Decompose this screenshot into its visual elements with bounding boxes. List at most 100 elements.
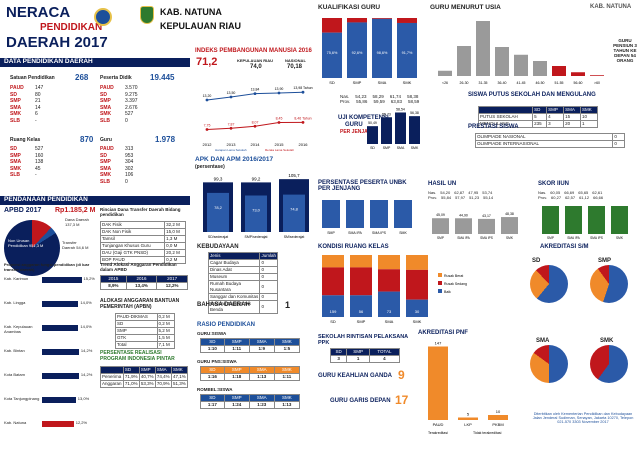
category-tick: SMK: [403, 80, 412, 85]
kebudayaan-table: Jenis Jumlah Cagar Budaya 0 Dinas Adat 0 Museu…: [207, 252, 278, 314]
ukg-title2: GURU: [345, 122, 363, 128]
item-value: 14: [35, 104, 41, 111]
table-cell: Dinas Adat: [207, 266, 261, 274]
table-cell: OLIMPIADE NASIONAL: [474, 133, 614, 141]
table-cell: 0: [612, 133, 625, 141]
item-value: 2.676: [125, 104, 138, 111]
table-cell: 5: [532, 113, 548, 121]
value-cell: 1:18: [223, 373, 250, 381]
putus-title: SISWA PUTUS SEKOLAH DAN MENGULANG: [468, 92, 596, 98]
category-tick: SMK: [506, 236, 514, 240]
category-tick: SD: [370, 146, 375, 150]
item-label: SMA: [10, 104, 22, 111]
apk-label: 99,2: [252, 176, 261, 181]
table-row: OLIMPIADE NASIONAL 0: [474, 133, 625, 141]
age-tick: 41-45: [517, 81, 526, 85]
item-label: SMA: [100, 165, 112, 172]
table-cell: SD: [115, 320, 158, 328]
item-value: 21: [35, 98, 41, 104]
pnf-chart: 147 PAUD 5 LKP 10 PKBM Terakreditasi Tidak tera…: [428, 341, 508, 435]
table-cell: 47,1%: [170, 373, 189, 381]
berat-bar: [406, 255, 428, 270]
proporsi-bar: [42, 277, 82, 283]
apm-label: 73,0: [252, 208, 261, 213]
pnf-label: 10: [496, 409, 501, 414]
satuan-label: Satuan Pendidikan: [10, 75, 55, 81]
kualifikasi-title: KUALIFIKASI GURU: [318, 4, 381, 11]
ipm-prov-label: KEPULAUAN RIAU: [237, 58, 273, 63]
ukg-table: Nas. 54,23 58,29 61,74 58,38 Prov. 55,86 59,59 6…: [340, 94, 419, 104]
pns-label: GURU PNS:SISWA: [197, 359, 237, 364]
legend-label: Rusak Sedang: [444, 282, 467, 286]
list-item: SMA 14: [10, 105, 65, 112]
satuan-total: 268: [75, 73, 89, 82]
category-tick: SMA: [385, 319, 394, 324]
table-cell: 40,7%: [138, 373, 156, 381]
hasilun-table: Nas. 54,20 62,87 47,95 53,74 Prov. 55,84 57,97 5…: [428, 190, 493, 200]
tren-table: 2015 2016 2017 8,9% 13,4% 12,2%: [100, 275, 188, 290]
pie-sma-label: SMA: [536, 338, 550, 344]
header-cell: SMK: [273, 338, 301, 346]
ukg-row: Nas. 54,23 58,29 61,74 58,38: [340, 94, 419, 99]
title-neraca: NERACA: [6, 4, 71, 21]
age-tick: <26: [442, 81, 448, 85]
table-row: Penerima 71,9% 40,7% 74,4% 47,1%: [100, 373, 189, 381]
list-item: SMA 302: [100, 166, 155, 173]
ukg-title1: UJI KOMPETENSI: [338, 115, 389, 121]
table-cell: Penerima: [100, 373, 124, 381]
s1-label: 92,6%: [352, 51, 363, 55]
value-cell: 8,9%: [100, 282, 127, 290]
unbk-chart: SMP SMA IPA SMA IPS SMK: [322, 200, 412, 235]
ruang-list: SD 527 SMP 160 SMA 138 SMK 45 SLB -: [10, 146, 65, 179]
pie-sma: [530, 345, 568, 383]
pnf-label: 147: [435, 341, 442, 346]
value-cell: 3: [329, 355, 348, 363]
unbk-bar: [346, 200, 364, 228]
year-tick: 2014: [251, 142, 261, 147]
item-value: 6: [35, 111, 38, 117]
header-cell: 2015: [100, 275, 127, 283]
table-cell: Tunjangan Khusus Guru: [99, 242, 166, 250]
category-tick: LKP: [464, 422, 472, 427]
ipm-value: 71,2: [196, 56, 218, 68]
value-cell: 13,4%: [125, 282, 158, 290]
ipm-chart: 13,20 7,75 2012 13,50 7,87 2013 13,84 8,07 2014 1…: [203, 86, 313, 152]
proporsi-label: Kab. Bintan: [4, 348, 25, 353]
list-item: SLB 0: [100, 118, 155, 125]
harapan-point: [205, 98, 209, 102]
unbk-title: PERSENTASE PESERTA UNBK PER JENJANG: [318, 180, 407, 192]
item-label: SMP: [10, 152, 21, 159]
prestasi-table: OLIMPIADE NASIONAL 0 OLIMPIADE INTERNASION…: [474, 133, 625, 148]
pie-smk: [590, 345, 628, 383]
value-cell: 1:5: [273, 345, 301, 353]
category-tick: PAUD: [433, 422, 444, 427]
header-cell: SD: [200, 338, 225, 346]
item-label: SLB: [10, 117, 20, 124]
table-row: OLIMPIADE INTERNASIONAL 0: [474, 140, 625, 148]
ukg-cell: 58,29: [372, 94, 384, 99]
item-label: PAUD: [10, 85, 24, 91]
table-cell: SMK: [580, 106, 598, 114]
item-value: -: [35, 172, 37, 178]
apm-label: 78,2: [214, 205, 223, 210]
table-row: Tunjangan Khusus Guru 0,0 M: [99, 242, 186, 250]
harapan-point: [277, 91, 281, 95]
apk-label: 105,7: [288, 173, 300, 178]
item-label: SLB: [100, 117, 110, 124]
table-cell: 15,0 M: [164, 228, 186, 236]
ipm-nas-value: 70,18: [287, 64, 303, 70]
table-row: Warisan Budaya Tak Benda 0: [207, 300, 278, 314]
proporsi-bar: [42, 325, 79, 331]
table-cell: SMK: [170, 366, 189, 374]
score-row: Nas. 60,05 66,69 65,65 62,61: [538, 190, 603, 195]
table-row: DAK Non Fisik 15,0 M: [99, 228, 186, 236]
rerata-label: 8,45: [276, 117, 283, 121]
apk-title: APK DAN APM 2016/2017: [195, 156, 274, 163]
usia-bar: [571, 72, 585, 76]
proporsi-bar: [42, 349, 79, 355]
apbd-label: APBD 2017: [4, 207, 42, 214]
guru-label: Guru: [100, 137, 112, 143]
header-cell: SMA: [248, 366, 275, 374]
proporsi-value: 14,2%: [80, 348, 93, 353]
